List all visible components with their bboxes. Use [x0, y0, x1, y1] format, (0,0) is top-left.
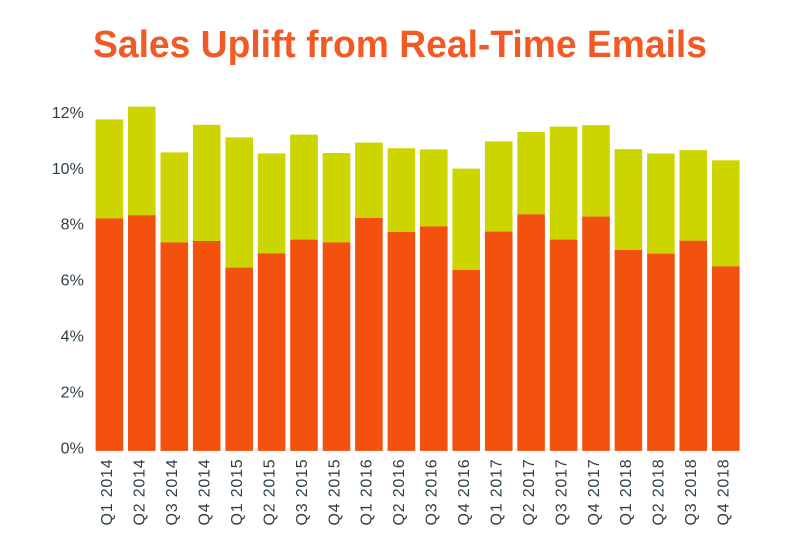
svg-text:Q2 2015: Q2 2015 [261, 459, 278, 526]
svg-text:Q4 2016: Q4 2016 [456, 459, 473, 526]
svg-text:Q1 2017: Q1 2017 [489, 459, 506, 526]
svg-text:2%: 2% [61, 385, 84, 402]
svg-text:Q3 2018: Q3 2018 [683, 459, 700, 526]
svg-text:Q1 2015: Q1 2015 [229, 459, 246, 526]
svg-text:Q1 2014: Q1 2014 [99, 459, 116, 526]
svg-text:Q4 2014: Q4 2014 [197, 459, 214, 526]
svg-text:8%: 8% [61, 217, 84, 234]
svg-text:Q1 2018: Q1 2018 [618, 459, 635, 526]
svg-text:4%: 4% [61, 329, 84, 346]
svg-text:12%: 12% [52, 105, 84, 122]
svg-text:6%: 6% [61, 273, 84, 290]
svg-text:Q3 2014: Q3 2014 [164, 459, 181, 526]
svg-text:Q3 2015: Q3 2015 [294, 459, 311, 526]
svg-text:10%: 10% [52, 161, 84, 178]
svg-text:Q3 2017: Q3 2017 [553, 459, 570, 526]
svg-text:Q3 2016: Q3 2016 [424, 459, 441, 526]
svg-text:Q4 2017: Q4 2017 [586, 459, 603, 526]
svg-text:Q2 2014: Q2 2014 [132, 459, 149, 526]
svg-text:Q2 2016: Q2 2016 [391, 459, 408, 526]
svg-text:Q2 2018: Q2 2018 [651, 459, 668, 526]
svg-text:Q2 2017: Q2 2017 [521, 459, 538, 526]
svg-text:Q4 2018: Q4 2018 [716, 459, 733, 526]
svg-text:0%: 0% [61, 441, 84, 458]
svg-text:Q1 2016: Q1 2016 [359, 459, 376, 526]
svg-text:Q4 2015: Q4 2015 [326, 459, 343, 526]
